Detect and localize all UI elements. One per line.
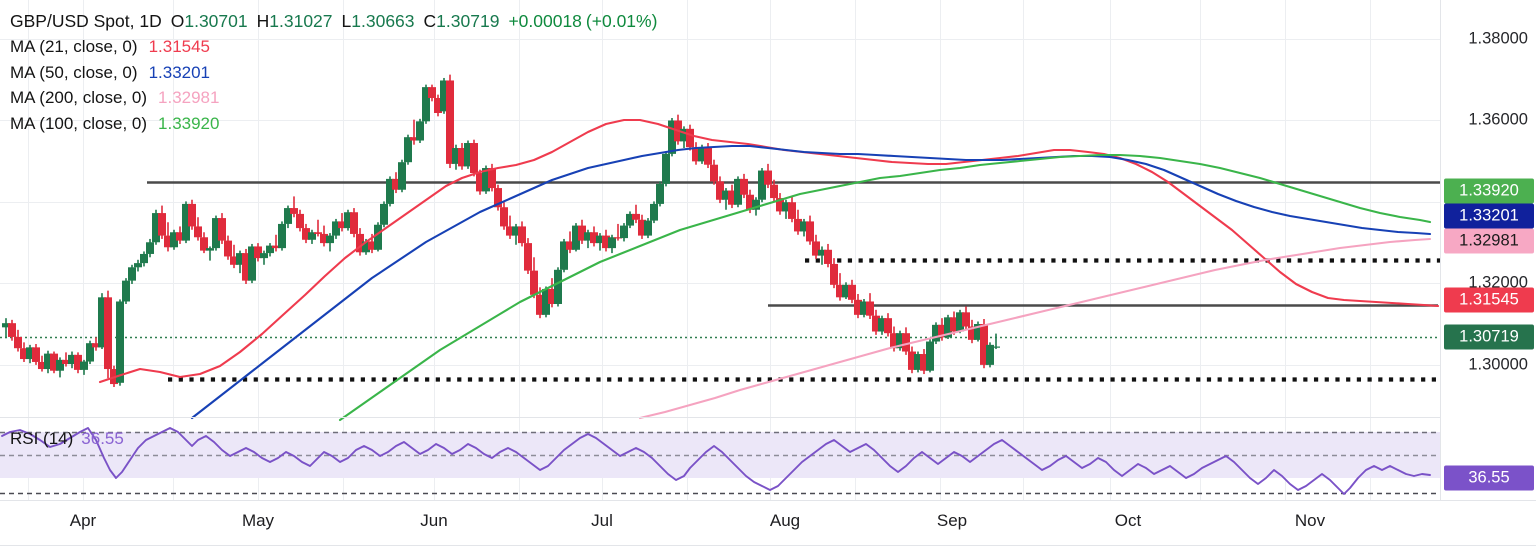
time-gridlines — [28, 0, 1441, 500]
rsi-line — [1, 427, 1431, 495]
drawing-overlays[interactable] — [0, 181, 1440, 382]
candlestick-series[interactable] — [2, 74, 1000, 387]
moving-average-lines[interactable] — [98, 118, 1440, 422]
rsi-line-series[interactable] — [1, 427, 1431, 495]
rsi-level-lines — [0, 431, 1440, 495]
ma-line — [338, 153, 1432, 422]
ma-line — [98, 118, 1440, 384]
ma-line — [638, 237, 1432, 420]
ma-line — [190, 144, 1432, 420]
